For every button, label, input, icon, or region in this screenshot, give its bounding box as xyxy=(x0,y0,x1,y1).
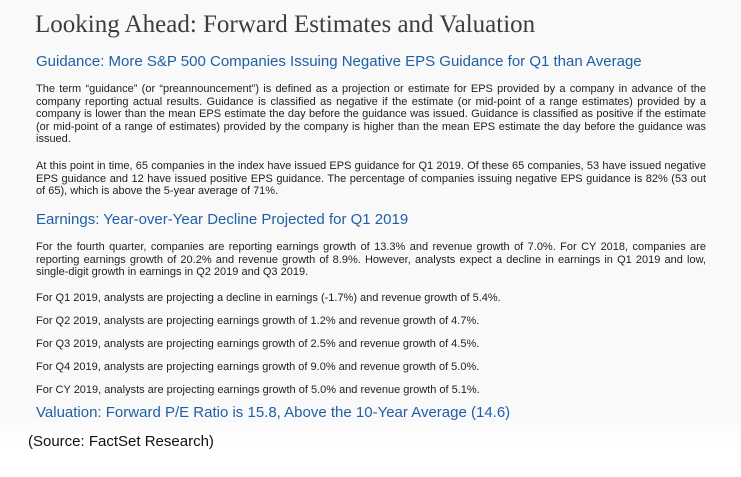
guidance-definition-paragraph: The term “guidance” (or “preannouncement… xyxy=(36,83,706,146)
source-caption: (Source: FactSet Research) xyxy=(28,433,214,450)
valuation-heading: Valuation: Forward P/E Ratio is 15.8, Ab… xyxy=(36,404,511,421)
projection-cy-2019: For CY 2019, analysts are projecting ear… xyxy=(36,384,480,396)
page-title: Looking Ahead: Forward Estimates and Val… xyxy=(35,11,536,38)
guidance-heading: Guidance: More S&P 500 Companies Issuing… xyxy=(36,53,642,70)
guidance-stats-paragraph: At this point in time, 65 companies in t… xyxy=(36,160,706,198)
earnings-summary-paragraph: For the fourth quarter, companies are re… xyxy=(36,241,706,279)
report-page: Looking Ahead: Forward Estimates and Val… xyxy=(35,11,706,421)
projection-q1-2019: For Q1 2019, analysts are projecting a d… xyxy=(36,292,501,304)
projection-q3-2019: For Q3 2019, analysts are projecting ear… xyxy=(36,338,480,350)
projection-q2-2019: For Q2 2019, analysts are projecting ear… xyxy=(36,315,480,327)
projection-q4-2019: For Q4 2019, analysts are projecting ear… xyxy=(36,361,480,373)
page-bottom-background xyxy=(0,422,741,477)
earnings-heading: Earnings: Year-over-Year Decline Project… xyxy=(36,211,409,228)
